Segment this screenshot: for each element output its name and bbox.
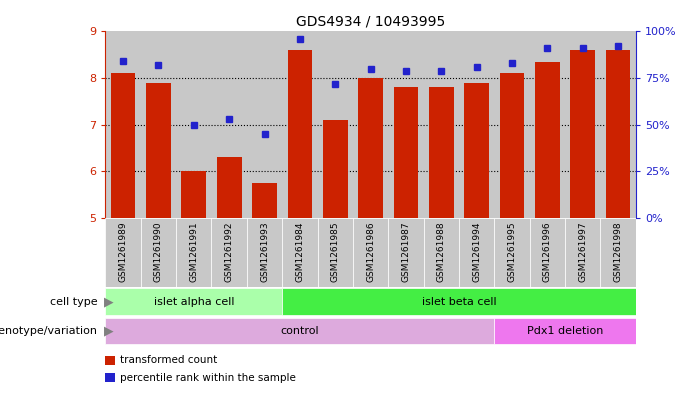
Bar [530, 31, 565, 218]
Text: GSM1261987: GSM1261987 [401, 222, 411, 282]
Bar [530, 218, 565, 287]
Bar [282, 218, 318, 287]
Text: GSM1261997: GSM1261997 [578, 222, 588, 282]
Bar [247, 31, 282, 218]
Bar [318, 31, 353, 218]
Bar [600, 31, 636, 218]
Bar [105, 218, 141, 287]
Bar [217, 158, 241, 218]
Text: Pdx1 deletion: Pdx1 deletion [527, 326, 603, 336]
Bar [141, 31, 176, 218]
Bar [388, 218, 424, 287]
Bar [571, 50, 595, 218]
Text: ▶: ▶ [104, 295, 114, 308]
Text: cell type: cell type [50, 297, 97, 307]
Bar [494, 31, 530, 218]
Text: islet alpha cell: islet alpha cell [154, 297, 234, 307]
Text: GSM1261998: GSM1261998 [613, 222, 623, 282]
Text: GSM1261991: GSM1261991 [189, 222, 199, 282]
Text: GSM1261994: GSM1261994 [472, 222, 481, 282]
Bar [105, 318, 494, 344]
Text: GSM1261986: GSM1261986 [366, 222, 375, 282]
Bar [500, 73, 524, 218]
Bar [105, 31, 141, 218]
Bar [464, 83, 489, 218]
Text: GSM1261993: GSM1261993 [260, 222, 269, 282]
Bar [459, 31, 494, 218]
Bar [288, 50, 312, 218]
Text: GSM1261995: GSM1261995 [507, 222, 517, 282]
Bar [394, 87, 418, 218]
Bar [105, 373, 115, 382]
Bar [211, 218, 247, 287]
Bar [105, 288, 282, 315]
Bar [459, 218, 494, 287]
Text: GSM1261988: GSM1261988 [437, 222, 446, 282]
Text: ▶: ▶ [104, 325, 114, 338]
Bar [146, 83, 171, 218]
Text: GSM1261984: GSM1261984 [295, 222, 305, 282]
Text: GSM1261996: GSM1261996 [543, 222, 552, 282]
Bar [565, 31, 600, 218]
Bar [565, 218, 600, 287]
Bar [606, 50, 630, 218]
Text: GSM1261989: GSM1261989 [118, 222, 128, 282]
Bar [535, 62, 560, 218]
Bar [424, 31, 459, 218]
Bar [182, 171, 206, 218]
Bar [358, 78, 383, 218]
Text: GSM1261990: GSM1261990 [154, 222, 163, 282]
Title: GDS4934 / 10493995: GDS4934 / 10493995 [296, 15, 445, 29]
Bar [429, 87, 454, 218]
Text: islet beta cell: islet beta cell [422, 297, 496, 307]
Bar [252, 183, 277, 218]
Bar [388, 31, 424, 218]
Bar [105, 356, 115, 365]
Text: GSM1261985: GSM1261985 [330, 222, 340, 282]
Bar [353, 31, 388, 218]
Bar [494, 218, 530, 287]
Bar [353, 218, 388, 287]
Bar [282, 288, 636, 315]
Bar [211, 31, 247, 218]
Bar [318, 218, 353, 287]
Bar [141, 218, 176, 287]
Bar [176, 31, 211, 218]
Text: GSM1261992: GSM1261992 [224, 222, 234, 282]
Bar [247, 218, 282, 287]
Text: genotype/variation: genotype/variation [0, 326, 97, 336]
Text: transformed count: transformed count [120, 355, 218, 365]
Bar [282, 31, 318, 218]
Bar [323, 120, 347, 218]
Bar [111, 73, 135, 218]
Bar [424, 218, 459, 287]
Bar [176, 218, 211, 287]
Text: control: control [281, 326, 319, 336]
Text: percentile rank within the sample: percentile rank within the sample [120, 373, 296, 383]
Bar [600, 218, 636, 287]
Bar [494, 318, 636, 344]
